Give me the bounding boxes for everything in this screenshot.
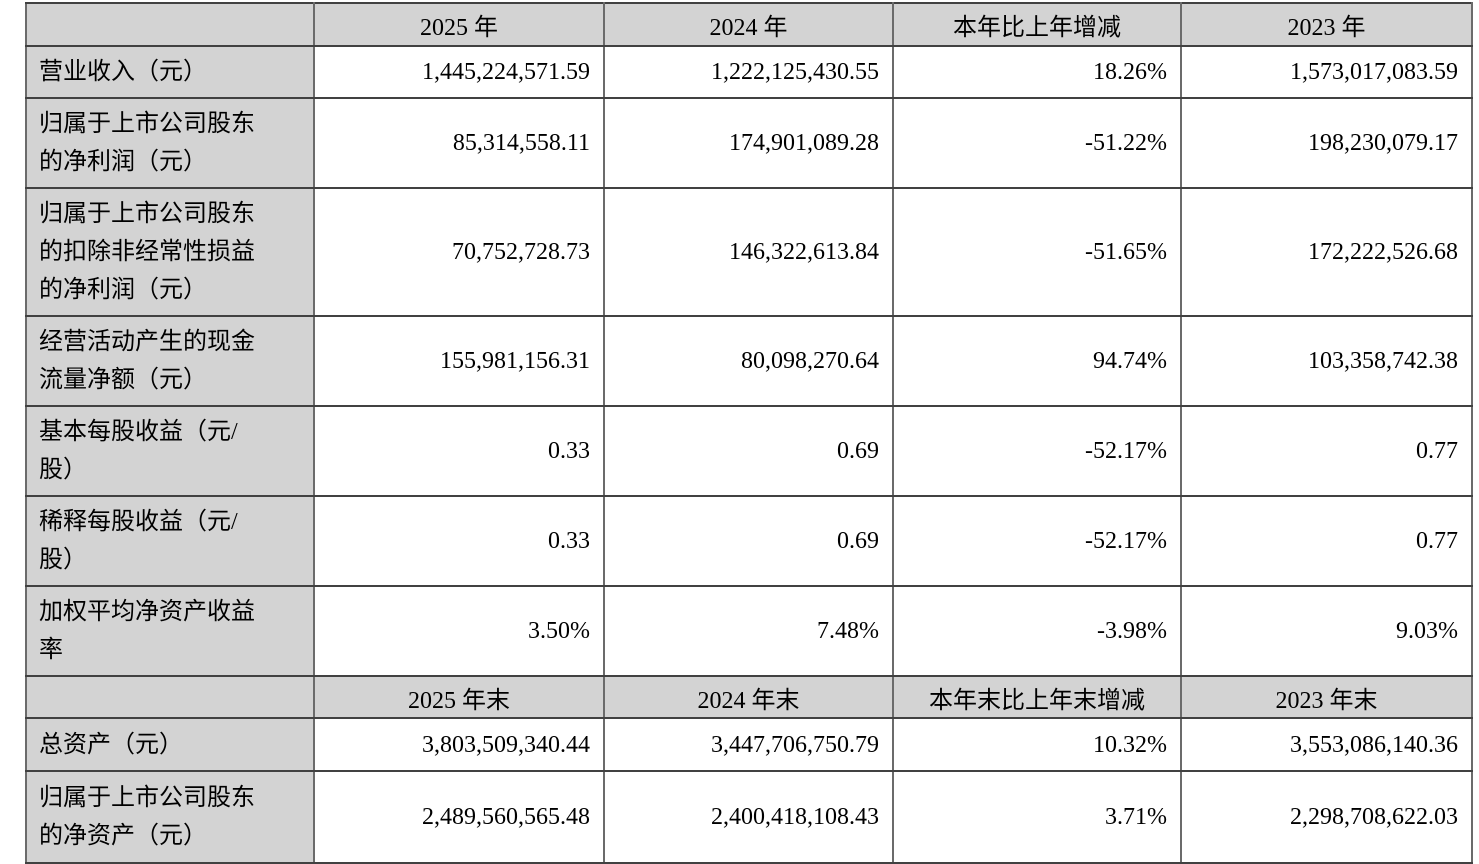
table-row-net-assets-attributable: 归属于上市公司股东 的净资产（元） 2,489,560,565.48 2,400… [25,770,1473,864]
cell-value-2025: 70,752,728.73 [313,187,605,317]
row-label: 经营活动产生的现金 流量净额（元） [25,315,315,407]
row-label: 归属于上市公司股东 的净资产（元） [25,770,315,864]
cell-value-change: -51.22% [892,97,1182,189]
row-label: 加权平均净资产收益 率 [25,585,315,677]
row-label: 归属于上市公司股东 的扣除非经常性损益 的净利润（元） [25,187,315,317]
row-label: 归属于上市公司股东 的净利润（元） [25,97,315,189]
table-row-net-profit-attributable: 归属于上市公司股东 的净利润（元） 85,314,558.11 174,901,… [25,97,1473,189]
header-year-2025: 2025 年 [313,2,605,47]
cell-value-2024: 0.69 [603,495,894,587]
cell-value-2025: 0.33 [313,495,605,587]
cell-value-2024: 146,322,613.84 [603,187,894,317]
header-corner-cell [25,675,315,719]
header-row-annual: 2025 年 2024 年 本年比上年增减 2023 年 [25,2,1473,47]
cell-value-2024-end: 2,400,418,108.43 [603,770,894,864]
header-year-end-2023: 2023 年末 [1180,675,1473,719]
cell-value-2023: 103,358,742.38 [1180,315,1473,407]
cell-value-2025: 0.33 [313,405,605,497]
header-year-2024: 2024 年 [603,2,894,47]
cell-value-2025: 85,314,558.11 [313,97,605,189]
row-label: 稀释每股收益（元/ 股） [25,495,315,587]
header-year-2023: 2023 年 [1180,2,1473,47]
table-row-operating-cash-flow: 经营活动产生的现金 流量净额（元） 155,981,156.31 80,098,… [25,315,1473,407]
table-row-total-assets: 总资产（元） 3,803,509,340.44 3,447,706,750.79… [25,717,1473,772]
header-year-end-2024: 2024 年末 [603,675,894,719]
cell-value-2025: 3.50% [313,585,605,677]
header-row-period-end: 2025 年末 2024 年末 本年末比上年末增减 2023 年末 [25,675,1473,719]
row-label: 总资产（元） [25,717,315,772]
header-year-end-change: 本年末比上年末增减 [892,675,1182,719]
cell-value-2025: 155,981,156.31 [313,315,605,407]
cell-value-2023-end: 2,298,708,622.03 [1180,770,1473,864]
cell-value-2023: 198,230,079.17 [1180,97,1473,189]
cell-value-2023: 9.03% [1180,585,1473,677]
cell-value-change: 3.71% [892,770,1182,864]
cell-value-2024: 0.69 [603,405,894,497]
cell-value-2023: 0.77 [1180,405,1473,497]
row-label: 营业收入（元） [25,45,315,99]
cell-value-2024: 7.48% [603,585,894,677]
cell-value-2025-end: 3,803,509,340.44 [313,717,605,772]
cell-value-2024: 80,098,270.64 [603,315,894,407]
cell-value-2024: 174,901,089.28 [603,97,894,189]
cell-value-2023-end: 3,553,086,140.36 [1180,717,1473,772]
cell-value-2024-end: 3,447,706,750.79 [603,717,894,772]
row-label: 基本每股收益（元/ 股） [25,405,315,497]
cell-value-2024: 1,222,125,430.55 [603,45,894,99]
header-year-end-2025: 2025 年末 [313,675,605,719]
cell-value-change: -52.17% [892,405,1182,497]
cell-value-change: -51.65% [892,187,1182,317]
table-row-weighted-avg-roe: 加权平均净资产收益 率 3.50% 7.48% -3.98% 9.03% [25,585,1473,677]
cell-value-2023: 1,573,017,083.59 [1180,45,1473,99]
header-corner-cell [25,2,315,47]
table-row-net-profit-excl-nonrecurring: 归属于上市公司股东 的扣除非经常性损益 的净利润（元） 70,752,728.7… [25,187,1473,317]
table-row-basic-eps: 基本每股收益（元/ 股） 0.33 0.69 -52.17% 0.77 [25,405,1473,497]
cell-value-change: 18.26% [892,45,1182,99]
header-yoy-change: 本年比上年增减 [892,2,1182,47]
cell-value-change: -52.17% [892,495,1182,587]
table-row-operating-revenue: 营业收入（元） 1,445,224,571.59 1,222,125,430.5… [25,45,1473,99]
cell-value-2023: 0.77 [1180,495,1473,587]
cell-value-2025-end: 2,489,560,565.48 [313,770,605,864]
cell-value-change: 10.32% [892,717,1182,772]
cell-value-change: 94.74% [892,315,1182,407]
financial-summary-table-wrap: 2025 年 2024 年 本年比上年增减 2023 年 营业收入（元） 1,4… [25,2,1473,864]
table-row-diluted-eps: 稀释每股收益（元/ 股） 0.33 0.69 -52.17% 0.77 [25,495,1473,587]
financial-summary-table: 2025 年 2024 年 本年比上年增减 2023 年 营业收入（元） 1,4… [25,2,1473,864]
cell-value-2023: 172,222,526.68 [1180,187,1473,317]
cell-value-change: -3.98% [892,585,1182,677]
cell-value-2025: 1,445,224,571.59 [313,45,605,99]
